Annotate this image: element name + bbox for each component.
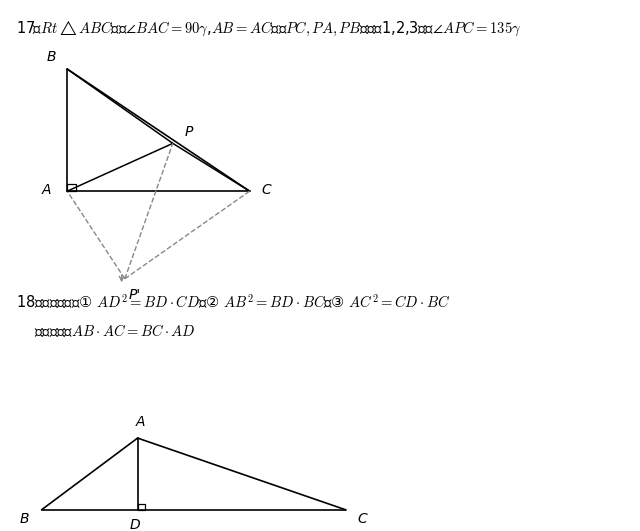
Text: A: A <box>42 183 51 197</box>
Text: 18、射影定理：① $AD^2=BD\cdot CD$，② $AB^2=BD\cdot BC$，③ $AC^2=CD\cdot BC$: 18、射影定理：① $AD^2=BD\cdot CD$，② $AB^2=BD\c… <box>16 292 451 311</box>
Text: P: P <box>184 125 193 139</box>
Bar <box>138 504 145 510</box>
Text: B: B <box>19 512 29 526</box>
Text: A: A <box>136 415 145 429</box>
Text: B: B <box>47 50 56 64</box>
Text: 17、$Rt\triangle ABC$中，$\angle BAC=90°$,$AB=AC$，若$PC,PA,PB$分别为1,2,3，则$\angle APC=: 17、$Rt\triangle ABC$中，$\angle BAC=90°$,$… <box>16 19 521 38</box>
Text: C: C <box>261 183 271 197</box>
Text: D: D <box>130 518 140 531</box>
Text: P': P' <box>129 288 141 302</box>
Bar <box>67 184 76 191</box>
Text: 等积原理：$AB\cdot AC=BC\cdot AD$: 等积原理：$AB\cdot AC=BC\cdot AD$ <box>16 323 195 339</box>
Text: C: C <box>357 512 367 526</box>
